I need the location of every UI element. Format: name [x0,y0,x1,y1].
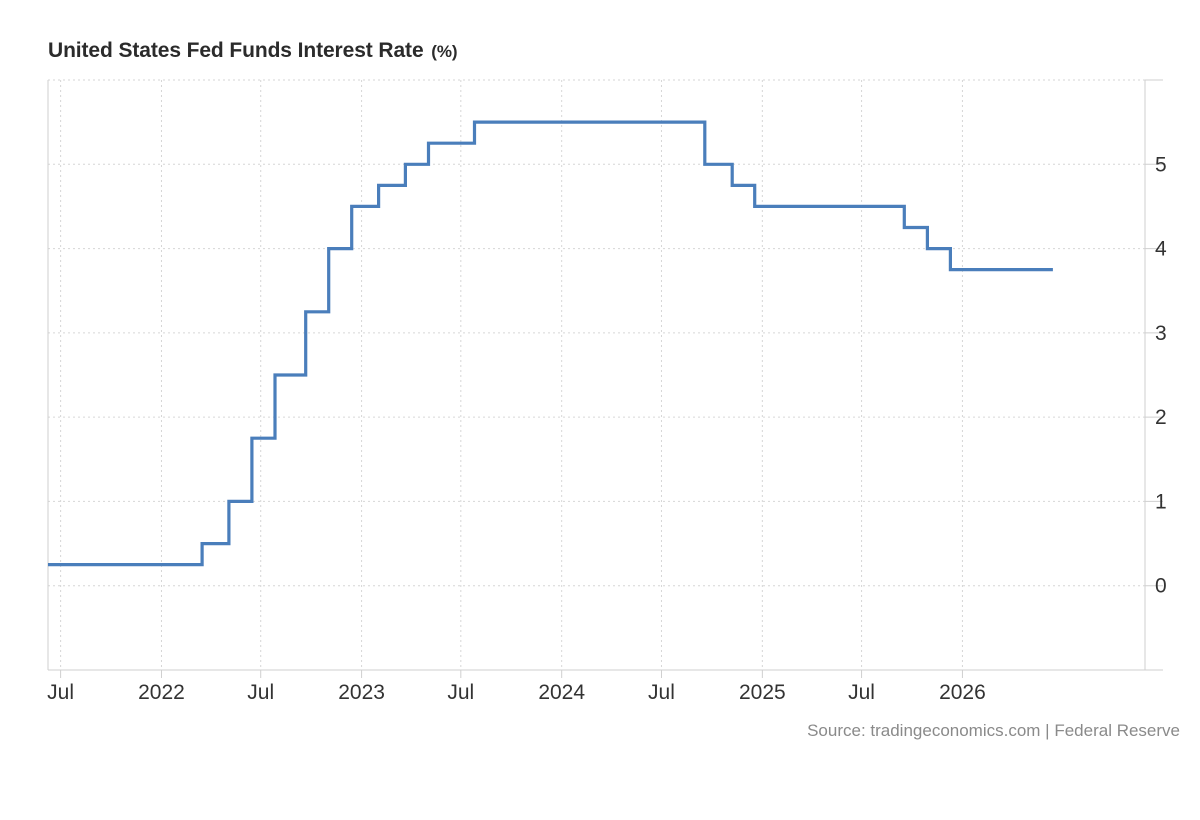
chart-title-text: United States Fed Funds Interest Rate [48,39,424,62]
grid-layer [48,79,1145,670]
y-tick-label: 5 [1155,153,1167,176]
axis-layer [47,79,1163,678]
y-tick-label: 0 [1155,575,1167,598]
x-tick-label: 2022 [138,681,185,704]
x-tick-label: Jul [47,681,74,704]
tick-label-layer: 0 1 2 3 4 5 Jul 2022 Jul 2023 Jul 2024 Jul 2025 Jul 202… [47,153,1167,704]
x-tick-label: 2025 [739,681,786,704]
chart-source: Source: tradingeconomics.com | Federal R… [807,721,1180,740]
x-tick-label: 2024 [538,681,585,704]
chart-title: United States Fed Funds Interest Rate (%… [48,39,458,63]
x-tick-label: 2026 [939,681,986,704]
y-tick-label: 3 [1155,322,1167,345]
y-tick-label: 2 [1155,406,1167,429]
series-line [48,120,1053,567]
x-tick-label: Jul [447,681,474,704]
x-tick-label: 2023 [338,681,385,704]
chart-title-unit: (%) [431,42,458,61]
x-tick-label: Jul [848,681,875,704]
y-tick-label: 1 [1155,490,1167,513]
series-layer [48,120,1053,567]
x-tick-label: Jul [648,681,675,704]
x-tick-label: Jul [247,681,274,704]
y-tick-label: 4 [1155,238,1167,261]
